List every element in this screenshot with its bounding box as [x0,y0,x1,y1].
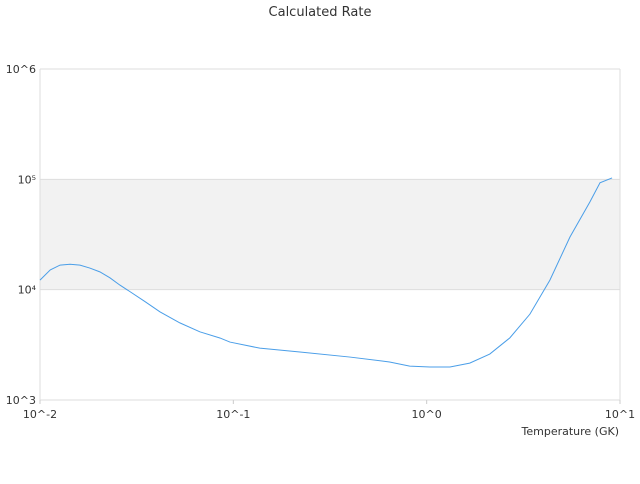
chart-title: Calculated Rate [269,5,372,20]
x-tick-label: 10^1 [605,408,635,421]
y-tick-label: 10^3 [6,394,36,407]
grid-band [40,179,620,290]
y-tick-label: 10⁴ [18,284,37,297]
x-axis-label: Temperature (GK) [521,425,620,438]
y-tick-label: 10⁵ [18,173,36,186]
x-tick-label: 10^-1 [216,408,250,421]
data-line [39,177,613,368]
y-tick-label: 10^6 [6,63,36,76]
x-tick-label: 10^0 [412,408,442,421]
x-tick-label: 10^-2 [23,408,57,421]
